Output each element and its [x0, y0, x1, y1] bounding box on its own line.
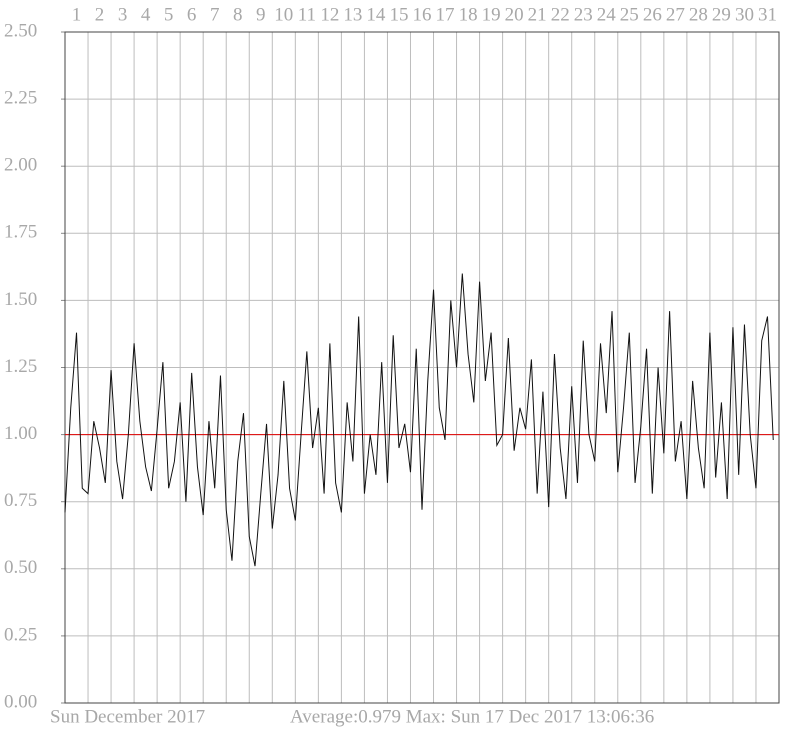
- y-tick-label: 2.25: [4, 87, 37, 108]
- plot-frame: [64, 31, 780, 704]
- y-tick-label: 1.25: [4, 356, 37, 377]
- y-tick-label: 0.25: [4, 624, 37, 645]
- y-tick-label: 0.50: [4, 557, 37, 578]
- y-tick-label: 1.75: [4, 222, 37, 243]
- x-tick-label: 21: [528, 4, 547, 25]
- x-tick-label: 17: [436, 4, 455, 25]
- x-tick-label: 29: [712, 4, 731, 25]
- x-tick-label: 10: [274, 4, 293, 25]
- x-tick-label: 9: [256, 4, 266, 25]
- x-tick-label: 7: [210, 4, 220, 25]
- x-tick-label: 13: [343, 4, 362, 25]
- x-tick-label: 18: [459, 4, 478, 25]
- x-tick-label: 14: [366, 4, 386, 25]
- x-axis-label: Sun December 2017: [50, 706, 205, 727]
- x-tick-label: 2: [95, 4, 105, 25]
- x-tick-label: 30: [735, 4, 754, 25]
- x-tick-label: 31: [758, 4, 777, 25]
- x-tick-label: 20: [505, 4, 524, 25]
- x-tick-label: 22: [551, 4, 570, 25]
- annotation: Average:0.979 Max: Sun 17 Dec 2017 13:06…: [290, 706, 654, 727]
- x-tick-label: 4: [141, 4, 151, 25]
- x-tick-label: 3: [118, 4, 128, 25]
- y-tick-label: 1.00: [4, 423, 37, 444]
- x-tick-label: 19: [482, 4, 501, 25]
- line-series: [64, 273, 774, 567]
- y-tick-label: 2.50: [4, 20, 37, 41]
- y-tick-label: 2.00: [4, 155, 37, 176]
- x-tick-label: 28: [689, 4, 708, 25]
- x-tick-label: 11: [298, 4, 316, 25]
- x-tick-label: 8: [233, 4, 243, 25]
- y-tick-label: 0.00: [4, 691, 37, 712]
- x-tick-label: 1: [72, 4, 82, 25]
- x-tick-label: 12: [320, 4, 339, 25]
- x-tick-label: 6: [187, 4, 197, 25]
- x-tick-label: 16: [413, 4, 432, 25]
- y-tick-label: 1.50: [4, 289, 37, 310]
- y-tick-label: 0.75: [4, 490, 37, 511]
- x-tick-label: 26: [643, 4, 662, 25]
- x-tick-label: 27: [666, 4, 685, 25]
- x-tick-label: 24: [597, 4, 617, 25]
- x-tick-label: 5: [164, 4, 174, 25]
- x-tick-label: 15: [389, 4, 408, 25]
- x-tick-label: 25: [620, 4, 639, 25]
- x-tick-label: 23: [574, 4, 593, 25]
